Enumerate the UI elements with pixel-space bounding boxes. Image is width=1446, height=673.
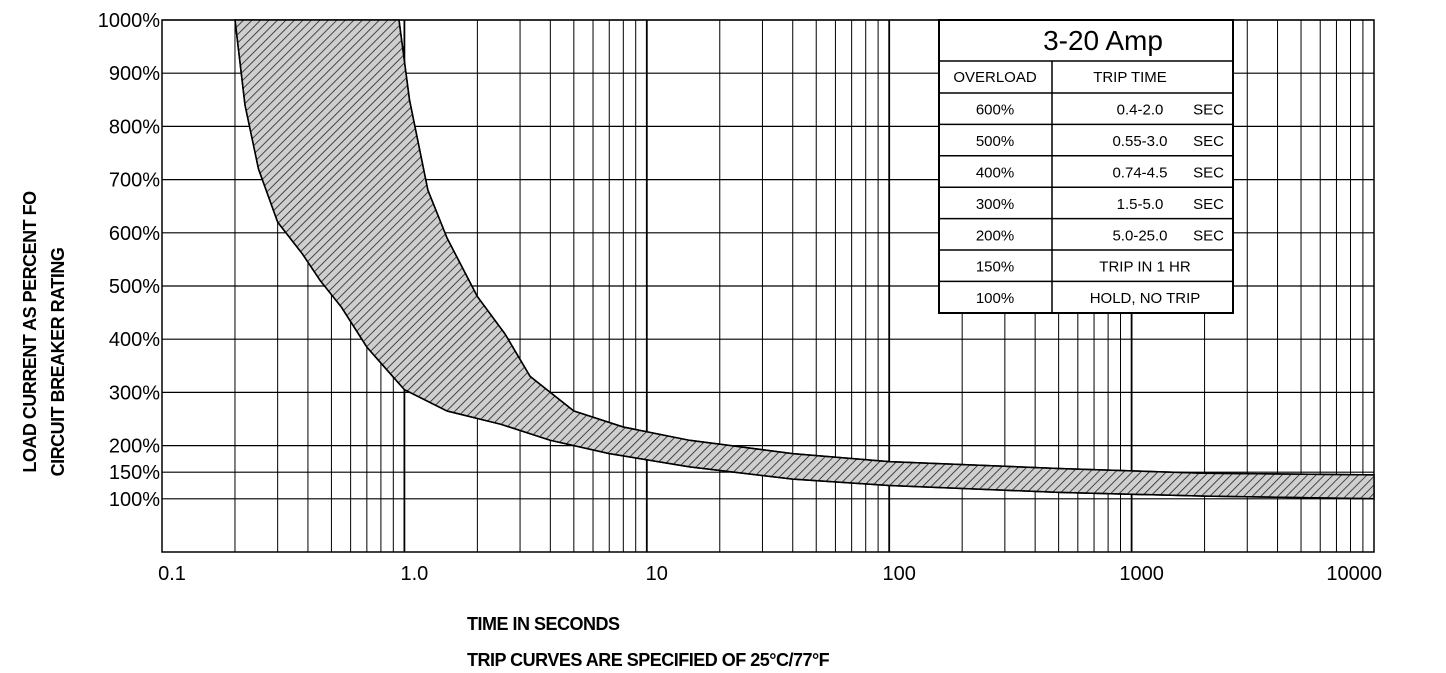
y-tick-label: 100% (109, 489, 160, 511)
y-tick-label: 150% (109, 462, 160, 484)
y-axis-title-line2: CIRCUIT BREAKER RATING (48, 248, 68, 477)
table-overload-cell: 400% (976, 165, 1014, 182)
y-tick-label: 300% (109, 382, 160, 404)
temperature-note: TRIP CURVES ARE SPECIFIED OF 25°C/77°F (467, 650, 830, 670)
y-tick-label: 600% (109, 223, 160, 245)
table-trip-time-cell: TRIP IN 1 HR (1099, 259, 1191, 276)
table-unit-cell: SEC (1193, 133, 1224, 150)
table-overload-cell: 600% (976, 102, 1014, 119)
table-unit-cell: SEC (1193, 165, 1224, 182)
x-tick-label: 0.1 (158, 563, 186, 585)
x-tick-labels: 0.1 1.0 10 100 1000 10000 (158, 563, 1382, 585)
y-tick-label: 500% (109, 276, 160, 298)
table-trip-time-cell: 1.5-5.0 (1117, 196, 1164, 213)
x-tick-label: 10 (646, 563, 668, 585)
trip-time-table: 3-20 Amp OVERLOAD TRIP TIME 600% 0.4-2.0 S… (938, 19, 1234, 314)
x-tick-label: 1000 (1119, 563, 1164, 585)
table-trip-time-cell: HOLD, NO TRIP (1090, 290, 1201, 307)
table-trip-time-cell: 5.0-25.0 (1112, 227, 1167, 244)
y-tick-label: 900% (109, 63, 160, 85)
table-overload-cell: 500% (976, 133, 1014, 150)
table-overload-cell: 200% (976, 227, 1014, 244)
y-tick-labels: 1000% 900% 800% 700% 600% 500% 400% 300% 200% 150… (98, 10, 160, 511)
table-title: 3-20 Amp (1043, 25, 1163, 56)
trip-band-layer (234, 19, 1375, 500)
band-lower-edge (234, 19, 1375, 500)
y-tick-label: 200% (109, 436, 160, 458)
table-trip-time-cell: 0.74-4.5 (1112, 165, 1167, 182)
table-trip-time-cell: 0.4-2.0 (1117, 102, 1164, 119)
band-upper-edge (398, 19, 1375, 476)
x-tick-label: 1.0 (400, 563, 428, 585)
x-tick-label: 100 (883, 563, 916, 585)
table-header-trip-time: TRIP TIME (1093, 69, 1167, 86)
table-unit-cell: SEC (1193, 102, 1224, 119)
table-trip-time-cell: 0.55-3.0 (1112, 133, 1167, 150)
y-tick-label: 1000% (98, 10, 160, 32)
x-tick-label: 10000 (1326, 563, 1382, 585)
table-header-overload: OVERLOAD (953, 69, 1037, 86)
table-overload-cell: 100% (976, 290, 1014, 307)
y-tick-label: 800% (109, 116, 160, 138)
table-overload-cell: 300% (976, 196, 1014, 213)
y-axis-title-line1: LOAD CURRENT AS PERCENT FO (20, 191, 40, 473)
table-unit-cell: SEC (1193, 196, 1224, 213)
table-unit-cell: SEC (1193, 227, 1224, 244)
x-axis-title: TIME IN SECONDS (467, 614, 620, 634)
table-overload-cell: 150% (976, 259, 1014, 276)
y-tick-label: 400% (109, 329, 160, 351)
y-tick-label: 700% (109, 170, 160, 192)
table-frame (938, 19, 1234, 314)
